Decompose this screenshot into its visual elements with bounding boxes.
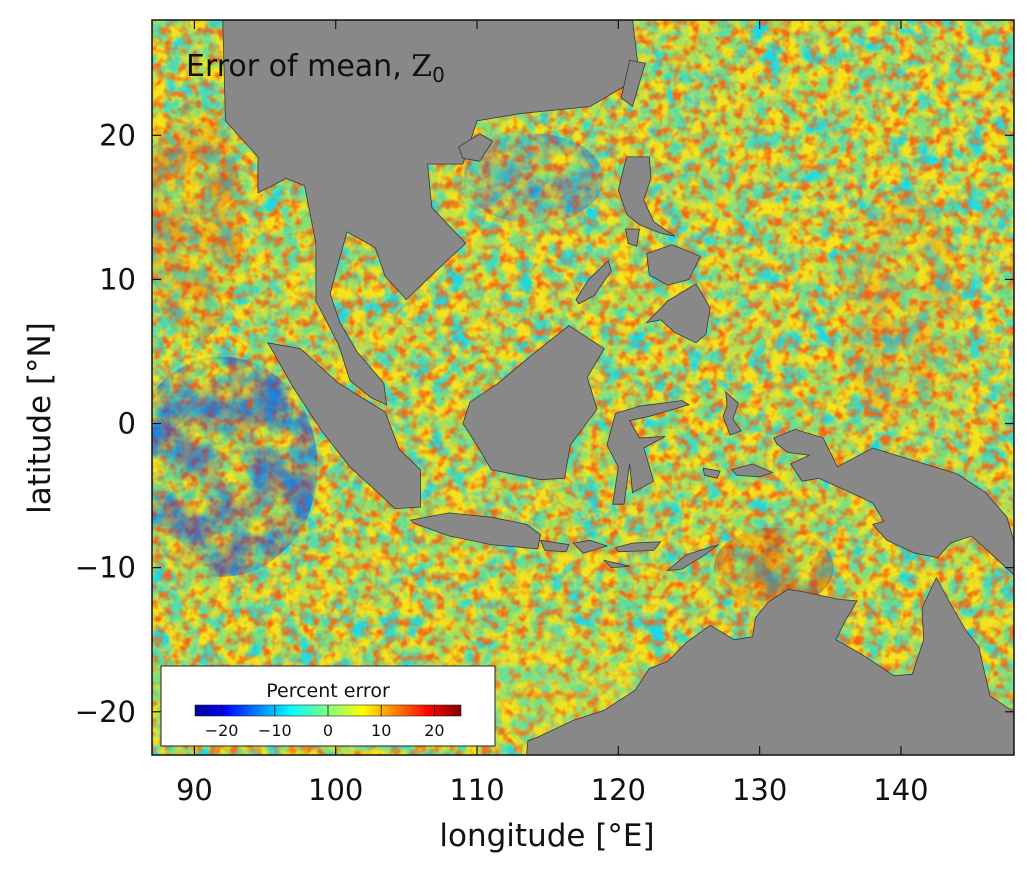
colorbar-tick-label: 20 — [424, 721, 444, 740]
land-visayas — [646, 244, 701, 286]
x-tick-label: 140 — [873, 773, 928, 807]
colorbar-title: Percent error — [266, 680, 390, 702]
land-new-guinea — [773, 428, 1014, 576]
land-timor — [666, 544, 719, 572]
colorbar-tick-label: 10 — [371, 721, 391, 740]
y-tick-label: −20 — [75, 695, 136, 729]
map-plot-area — [152, 20, 1014, 755]
y-axis-title: latitude [°N] — [22, 322, 58, 514]
plot-frame — [151, 19, 1015, 756]
y-tick-label: 20 — [99, 118, 136, 152]
y-tick-label: 10 — [99, 262, 136, 296]
land-sulawesi — [606, 400, 690, 505]
title-symbol: Z — [411, 49, 432, 84]
x-tick-label: 90 — [176, 773, 213, 807]
land-halmahera — [722, 390, 742, 436]
land-java — [409, 512, 542, 550]
colorbar-ticks: −20 −10 0 10 20 — [205, 705, 445, 740]
land-mask — [222, 20, 1014, 755]
tint-pacific-east — [840, 188, 961, 429]
land-luzon — [617, 156, 676, 237]
land-sumbawa — [572, 539, 609, 554]
tint-central-indian-ocean — [152, 356, 318, 577]
land-indochina — [222, 20, 640, 406]
tint-south-china-sea-north — [463, 133, 604, 224]
land-buru — [702, 467, 721, 479]
land-sumatra — [267, 342, 421, 510]
x-axis-title: longitude [°E] — [439, 818, 654, 854]
x-tick-label: 110 — [449, 773, 504, 807]
land-hainan — [458, 133, 494, 162]
land-seram — [730, 463, 774, 478]
land-flores — [614, 541, 662, 553]
colorbar-tick-label: −10 — [258, 721, 292, 740]
x-tick-label: 130 — [732, 773, 787, 807]
y-tick-label: 0 — [118, 407, 136, 441]
title-subscript: 0 — [432, 63, 445, 87]
x-tick-label: 120 — [591, 773, 646, 807]
colorbar-tick-label: −20 — [205, 721, 239, 740]
land-australia — [526, 576, 1014, 755]
land-borneo — [462, 325, 605, 481]
x-tick-label: 100 — [308, 773, 363, 807]
land-mindoro — [624, 228, 640, 247]
tint-timor-sea — [713, 527, 834, 608]
land-sumba — [602, 559, 630, 569]
tint-bengal-bay — [152, 101, 243, 342]
colorbar-legend: Percent error −20 −10 0 10 20 — [160, 665, 496, 747]
map-title: Error of mean, Z0 — [186, 49, 445, 87]
land-mindanao — [645, 283, 711, 344]
land-taiwan — [620, 59, 646, 108]
y-tick-label: −10 — [75, 551, 136, 585]
land-lombok-bali — [539, 539, 570, 553]
colorbar-tick-label: 0 — [323, 721, 333, 740]
land-palawan — [575, 259, 612, 305]
